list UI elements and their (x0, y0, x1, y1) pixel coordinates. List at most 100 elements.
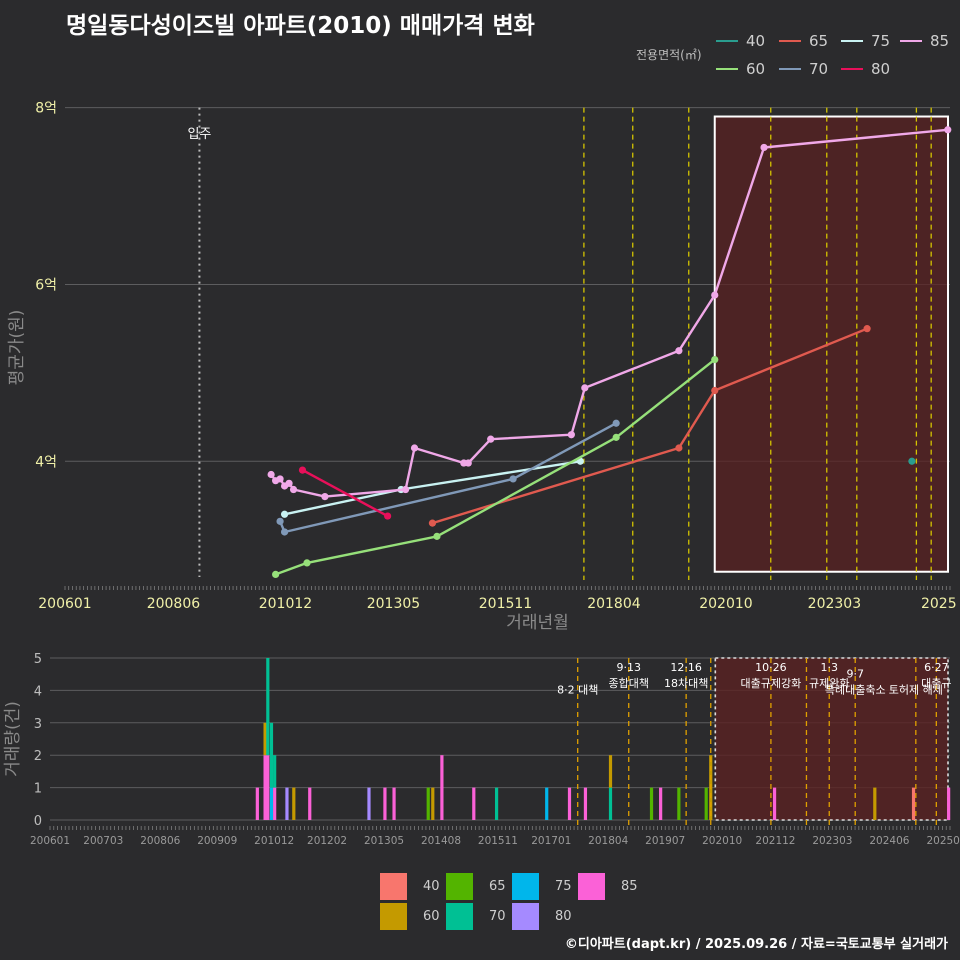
x-tick-label: 200601 (30, 835, 70, 847)
bar-80 (285, 787, 289, 820)
x-axis-minor-ticks (64, 586, 951, 590)
bar-85 (583, 787, 588, 820)
x-tick-label: 202010 (699, 596, 752, 612)
policy-label: 종합대책 (608, 677, 648, 690)
x-tick-label: 201012 (254, 835, 294, 847)
legend-swatch (779, 68, 801, 70)
bar-75 (545, 787, 549, 820)
x-tick-label: 202406 (869, 835, 909, 847)
legend-label: 60 (423, 909, 440, 924)
y-tick-label: 3 (34, 717, 42, 732)
x-tick-label: 202112 (755, 835, 795, 847)
x-tick-label: 201012 (259, 596, 312, 612)
bar-65 (704, 787, 708, 820)
y-tick-label: 6억 (35, 277, 57, 293)
x-tick-label: 201907 (645, 835, 685, 847)
bar-85 (392, 787, 396, 820)
bar-85 (308, 787, 312, 820)
bar-85 (263, 755, 267, 820)
bar-70 (608, 787, 613, 820)
chart-title: 명일동다성이즈빌 아파트(2010) 매매가격 변화 (66, 13, 535, 39)
data-point-85 (285, 479, 293, 487)
legend-label: 40 (746, 32, 766, 50)
bar-70 (273, 755, 277, 788)
data-point-60 (272, 570, 280, 578)
y-tick-label: 5 (34, 652, 42, 667)
x-tick-label: 200909 (197, 835, 237, 847)
x-tick-label: 201804 (588, 835, 628, 847)
policy-date: 10·26 (755, 661, 787, 674)
legend-swatch (446, 903, 473, 930)
data-point-85 (675, 347, 683, 355)
x-tick-label: 200601 (38, 596, 91, 612)
legend-item-40: 40 (716, 32, 765, 50)
data-point-85 (567, 431, 575, 439)
legend-label: 80 (871, 60, 891, 78)
legend-label: 85 (930, 32, 950, 50)
bar-85 (947, 787, 951, 820)
legend-label: 80 (555, 909, 572, 924)
data-point-65 (428, 519, 437, 527)
bar-75 (269, 787, 274, 820)
bar-legend-item-75: 75 (512, 873, 572, 900)
x-tick-label: 202303 (812, 835, 852, 847)
x-tick-label: 201202 (307, 835, 347, 847)
bar-70 (266, 658, 270, 756)
x-tick-label: 200806 (140, 835, 180, 847)
legend-label: 85 (621, 879, 638, 894)
bar-70 (494, 787, 499, 820)
legend-swatch (446, 873, 473, 900)
legend-item-65: 65 (779, 32, 828, 50)
data-point-60 (303, 559, 311, 567)
x-tick-label: 201511 (478, 835, 518, 847)
x-tick-label: 201408 (421, 835, 461, 847)
data-point-60 (711, 355, 719, 364)
data-point-65 (675, 444, 683, 452)
data-point-85 (410, 444, 419, 452)
x-axis-minor-ticks (49, 826, 951, 830)
x-tick-label: 202010 (702, 835, 742, 847)
legend-label: 65 (489, 879, 506, 894)
bar-85 (772, 787, 777, 820)
bar-65 (649, 787, 654, 820)
data-point-80 (298, 466, 307, 474)
data-point-70 (509, 475, 517, 483)
bar-legend-item-80: 80 (512, 903, 572, 930)
legend-label: 40 (423, 879, 440, 894)
y-tick-label: 2 (34, 749, 42, 764)
legend-swatch (512, 873, 539, 900)
footer-credit: ©디아파트(dapt.kr) / 2025.09.26 / 자료=국토교통부 실… (564, 937, 948, 952)
bar-60 (292, 787, 296, 820)
data-point-85 (267, 470, 275, 479)
x-tick-label: 20250 (926, 835, 959, 847)
policy-label: 토허제 해제 (889, 682, 943, 696)
bar-60 (873, 787, 877, 820)
policy-label: 18차대책 (664, 677, 708, 690)
bar-60 (263, 722, 267, 756)
policy-label: 특례대출축소 (825, 683, 886, 696)
legend-swatch (900, 40, 922, 42)
data-point-65 (711, 386, 719, 395)
legend-title: 전용면적(㎡) (636, 48, 702, 62)
bar-60 (608, 755, 613, 788)
bar-legend-item-65: 65 (446, 873, 506, 900)
bar-legend-item-85: 85 (578, 873, 638, 900)
y-tick-label: 0 (34, 814, 42, 829)
x-tick-label: 201305 (364, 835, 404, 847)
legend-label: 75 (555, 879, 572, 894)
data-point-65 (863, 325, 871, 333)
data-point-70 (276, 517, 284, 525)
policy-label: 대출규 (921, 677, 951, 690)
bar-85 (383, 787, 387, 820)
legend-label: 60 (746, 60, 766, 78)
bar-85 (255, 787, 259, 820)
data-point-85 (289, 485, 298, 494)
legend-swatch (380, 903, 407, 930)
bar-65 (426, 787, 430, 820)
legend-swatch (841, 68, 863, 70)
bar-legend-item-40: 40 (380, 873, 440, 900)
bar-65 (677, 787, 681, 820)
legend-label: 65 (809, 32, 829, 50)
policy-date: 12·16 (670, 661, 702, 674)
